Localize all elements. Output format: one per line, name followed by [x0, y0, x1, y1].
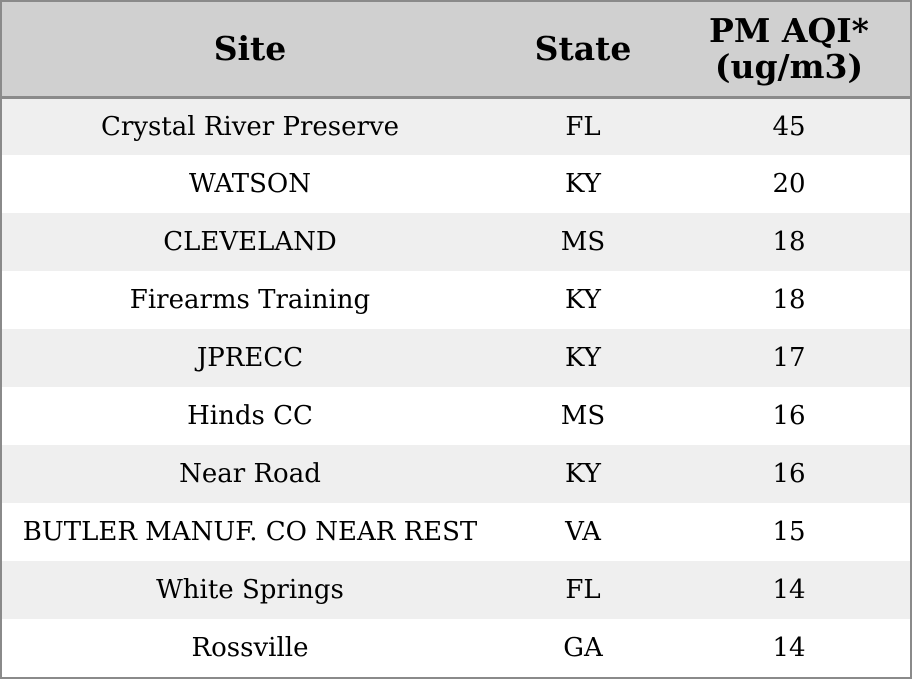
- table-row: Firearms Training KY 18: [2, 271, 910, 329]
- header-state: State: [498, 2, 668, 99]
- cell-state: MS: [560, 401, 606, 431]
- header-pm-aqi-unit: (ug/m3): [714, 46, 864, 86]
- cell-aqi: 45: [772, 111, 806, 142]
- header-site: Site: [2, 2, 498, 99]
- cell-state: GA: [563, 633, 603, 663]
- cell-aqi: 14: [772, 575, 806, 605]
- table-row: WATSON KY 20: [2, 155, 910, 213]
- cell-site: Hinds CC: [187, 401, 313, 431]
- cell-state: FL: [565, 575, 601, 605]
- cell-site: Firearms Training: [129, 285, 371, 315]
- cell-state: VA: [565, 517, 601, 547]
- cell-aqi: 14: [772, 633, 806, 663]
- cell-aqi: 16: [772, 401, 806, 431]
- cell-aqi: 20: [772, 169, 806, 199]
- table-row: CLEVELAND MS 18: [2, 213, 910, 271]
- cell-aqi: 15: [772, 517, 806, 547]
- table-row: Crystal River Preserve FL 45: [2, 97, 910, 155]
- cell-state: FL: [565, 111, 601, 142]
- cell-site: CLEVELAND: [163, 227, 337, 257]
- cell-state: KY: [565, 169, 601, 199]
- header-pm-aqi: PM AQI* (ug/m3): [668, 2, 910, 99]
- table-row: Rossville GA 14: [2, 619, 910, 677]
- header-pm-aqi-line1: PM AQI*: [709, 10, 869, 50]
- table-row: White Springs FL 14: [2, 561, 910, 619]
- cell-state: KY: [565, 459, 601, 489]
- table-body: Crystal River Preserve FL 45 WATSON KY 2…: [2, 97, 910, 677]
- cell-site: Crystal River Preserve: [100, 111, 400, 142]
- table-row: BUTLER MANUF. CO NEAR REST VA 15: [2, 503, 910, 561]
- cell-aqi: 16: [772, 459, 806, 489]
- cell-site: White Springs: [156, 575, 344, 605]
- table-row: Hinds CC MS 16: [2, 387, 910, 445]
- cell-state: KY: [565, 343, 601, 373]
- cell-state: MS: [560, 227, 606, 257]
- cell-site: Rossville: [191, 633, 309, 663]
- cell-site: JPRECC: [196, 343, 304, 373]
- cell-aqi: 17: [772, 343, 806, 373]
- cell-site: Near Road: [179, 459, 321, 489]
- cell-state: KY: [565, 285, 601, 315]
- cell-aqi: 18: [772, 285, 806, 315]
- table-header-row: Site State PM AQI* (ug/m3): [2, 2, 910, 99]
- table-row: JPRECC KY 17: [2, 329, 910, 387]
- table-row: Near Road KY 16: [2, 445, 910, 503]
- cell-site: WATSON: [188, 169, 311, 199]
- cell-site: BUTLER MANUF. CO NEAR REST: [22, 517, 478, 547]
- cell-aqi: 18: [772, 227, 806, 257]
